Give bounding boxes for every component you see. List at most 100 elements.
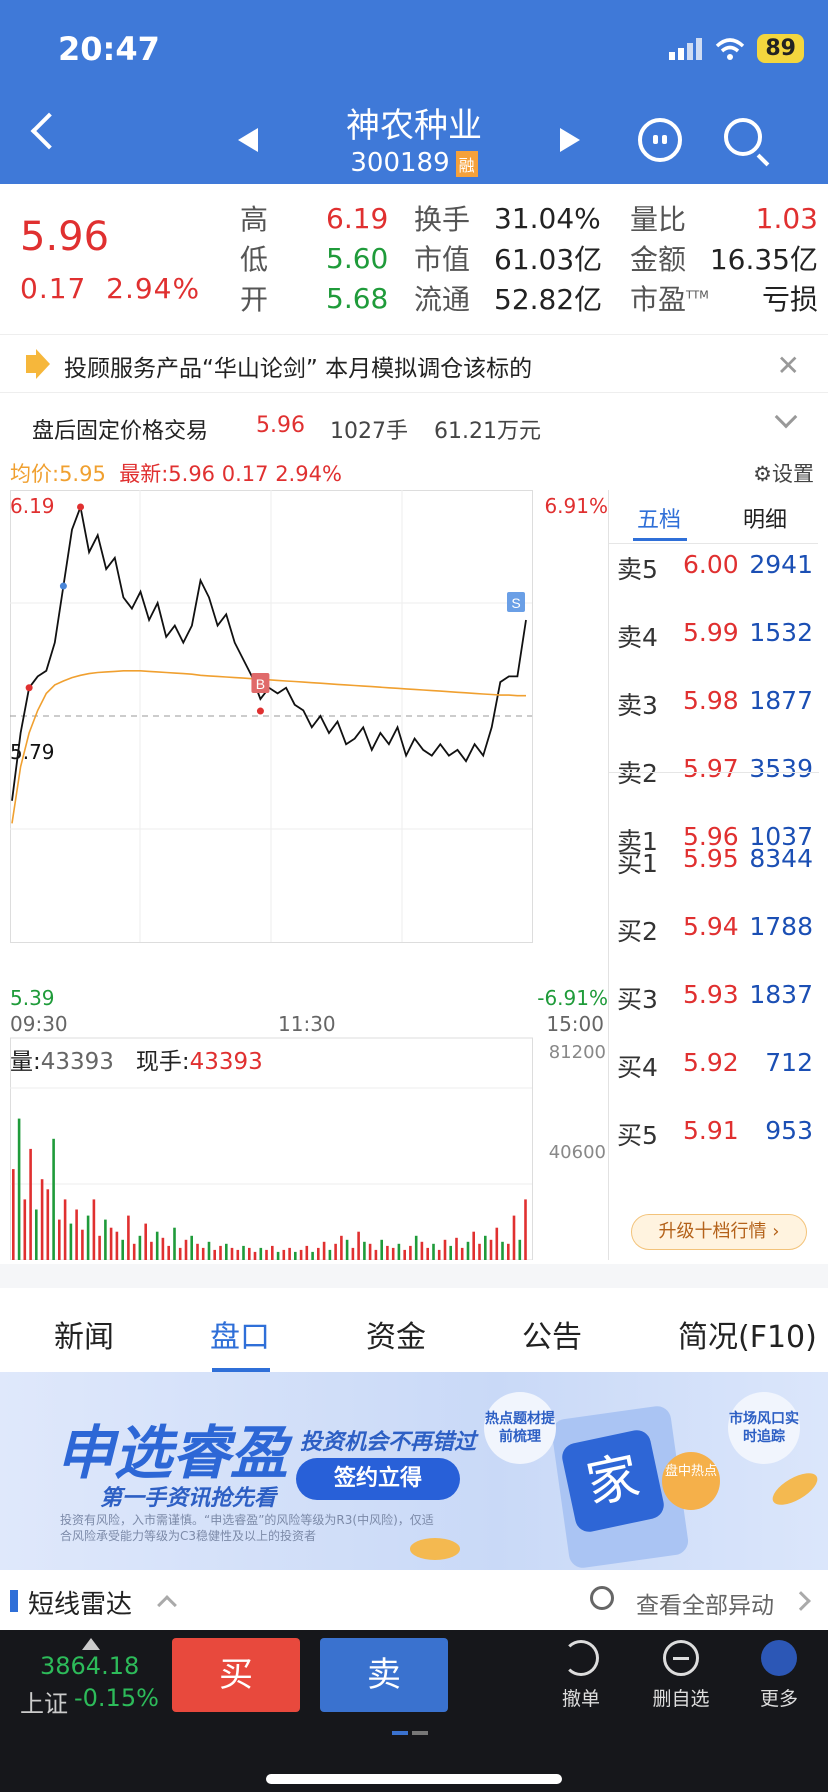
robot-assistant-icon[interactable] <box>638 118 682 162</box>
volume-bar <box>155 1231 159 1260</box>
buy-button[interactable]: 买 <box>172 1638 300 1712</box>
volume-bar <box>127 1215 130 1260</box>
prev-stock-icon[interactable] <box>238 128 258 152</box>
volume-bar <box>397 1243 401 1260</box>
volume-label: 量: <box>10 1049 41 1075</box>
bid-row[interactable]: 买5 5.91 953 <box>609 1116 819 1156</box>
label-pe: 市盈TTM <box>630 278 709 318</box>
cancel-order-button[interactable]: 撤单 <box>536 1640 626 1711</box>
search-icon[interactable] <box>724 118 762 156</box>
volume-bar <box>409 1245 412 1260</box>
level-label: 卖5 <box>617 555 658 584</box>
tab-profile-f10[interactable]: 简况(F10) <box>678 1320 817 1355</box>
ask-row[interactable]: 卖2 5.97 3539 <box>609 754 819 794</box>
level-volume: 1788 <box>749 912 813 941</box>
volume-bar <box>351 1247 355 1260</box>
chevron-up-icon[interactable] <box>157 1595 177 1615</box>
stock-code: 300189 <box>350 148 450 178</box>
volume-value: 43393 <box>40 1049 114 1075</box>
price-change: 0.17 2.94% <box>20 272 200 305</box>
bottom-trade-bar: 3864.18 上证 -0.15% 买 卖 撤单 删自选 更多 <box>0 1630 828 1792</box>
close-icon[interactable]: ✕ <box>776 349 800 382</box>
banner-slogan-1: 投资机会不再错过 <box>300 1430 477 1455</box>
volume-bar <box>357 1231 360 1260</box>
gear-icon[interactable] <box>590 1586 614 1610</box>
tab-funds[interactable]: 资金 <box>366 1320 426 1355</box>
more-button[interactable]: 更多 <box>734 1640 824 1711</box>
chevron-down-icon[interactable] <box>774 405 798 429</box>
page-indicator <box>392 1720 432 1739</box>
volume-bar <box>225 1243 228 1260</box>
settings-label: 设置 <box>772 462 814 486</box>
volume-bar <box>196 1243 199 1260</box>
top-bar: 20:47 89 神农种业 300189 融 <box>0 0 828 184</box>
after-hours-bar[interactable]: 盘后固定价格交易 5.96 1027手 61.21万元 <box>0 392 828 454</box>
index-value[interactable]: 3864.18 <box>40 1652 140 1680</box>
volume-bar <box>299 1249 303 1260</box>
upgrade-ten-level-button[interactable]: 升级十档行情 › <box>631 1214 807 1250</box>
quote-col-2: 换手 31.04% 市值 61.03亿 流通 52.82亿 <box>414 198 602 318</box>
latest-change-pct: 2.94% <box>275 462 342 486</box>
volume-bar <box>322 1241 326 1260</box>
banner-bubble-1: 热点题材提前梳理 <box>484 1392 556 1464</box>
volume-bar <box>524 1199 527 1260</box>
ask-row[interactable]: 卖3 5.98 1877 <box>609 686 819 726</box>
label-amount: 金额 <box>630 243 687 276</box>
margin-badge: 融 <box>455 150 478 177</box>
index-name[interactable]: 上证 <box>20 1690 68 1718</box>
level-label: 卖2 <box>617 759 658 788</box>
change-percent: 2.94% <box>106 272 201 305</box>
remove-watchlist-button[interactable]: 删自选 <box>636 1640 726 1711</box>
bid-row[interactable]: 买2 5.94 1788 <box>609 912 819 952</box>
chevron-right-icon[interactable] <box>791 1591 811 1611</box>
notice-text[interactable]: 投顾服务产品“华山论剑” 本月模拟调仓该标的 <box>64 356 533 382</box>
volume-bar <box>259 1247 263 1260</box>
value-pe: 亏损 <box>761 283 818 316</box>
index-change[interactable]: -0.15% <box>74 1684 159 1712</box>
bid-row[interactable]: 买3 5.93 1837 <box>609 980 819 1020</box>
sell-marker-label: S <box>511 595 520 611</box>
volume-bar <box>178 1247 182 1260</box>
index-expand-icon[interactable] <box>82 1638 100 1650</box>
quote-col-3: 量比 1.03 金额 16.35亿 市盈TTM 亏损 <box>630 198 818 318</box>
pct-axis-max: 6.91% <box>544 494 608 518</box>
remove-watchlist-label: 删自选 <box>652 1688 710 1710</box>
tab-details[interactable]: 明细 <box>743 508 788 533</box>
volume-bar <box>460 1247 464 1260</box>
level-volume: 1532 <box>749 618 813 647</box>
tab-announcements[interactable]: 公告 <box>522 1320 582 1355</box>
volume-bar <box>207 1241 211 1260</box>
tab-five-levels[interactable]: 五档 <box>637 508 682 533</box>
level-price: 5.91 <box>683 1116 739 1145</box>
volume-bar <box>374 1249 378 1260</box>
notice-bar[interactable]: 投顾服务产品“华山论剑” 本月模拟调仓该标的 ✕ <box>0 334 828 392</box>
bid-row[interactable]: 买4 5.92 712 <box>609 1048 819 1088</box>
next-stock-icon[interactable] <box>560 128 580 152</box>
buy-marker <box>251 673 270 694</box>
volume-bar <box>495 1227 499 1260</box>
volume-bar <box>294 1251 297 1260</box>
level-volume: 1837 <box>749 980 813 1009</box>
ask-row[interactable]: 卖5 6.00 2941 <box>609 550 819 590</box>
bid-row[interactable]: 买1 5.95 8344 <box>609 844 819 884</box>
banner-sign-button[interactable]: 签约立得 <box>296 1458 460 1500</box>
chart-settings[interactable]: ⚙设置 <box>753 458 814 488</box>
home-indicator <box>266 1774 562 1784</box>
view-all-anomalies-link[interactable]: 查看全部异动 <box>636 1593 774 1619</box>
volume-header: 量:43393 现手:43393 <box>10 1042 263 1076</box>
book-divider <box>609 772 819 773</box>
tab-order-book[interactable]: 盘口 <box>210 1320 270 1355</box>
banner-title: 申选睿盈 <box>56 1419 289 1487</box>
volume-bar <box>288 1247 291 1260</box>
promo-banner[interactable]: 申选睿盈 投资机会不再错过 签约立得 第一手资讯抢先看 投资有风险，入市需谨慎。… <box>0 1372 828 1570</box>
sell-button[interactable]: 卖 <box>320 1638 448 1712</box>
level-volume: 8344 <box>749 844 813 873</box>
ask-row[interactable]: 卖1 5.96 1037 <box>609 822 819 862</box>
value-volume-ratio: 1.03 <box>755 201 818 235</box>
label-high: 高 <box>240 203 269 236</box>
ask-row[interactable]: 卖4 5.99 1532 <box>609 618 819 658</box>
volume-bar <box>386 1245 389 1260</box>
tab-news[interactable]: 新闻 <box>54 1320 114 1355</box>
level-label: 买5 <box>617 1121 658 1150</box>
